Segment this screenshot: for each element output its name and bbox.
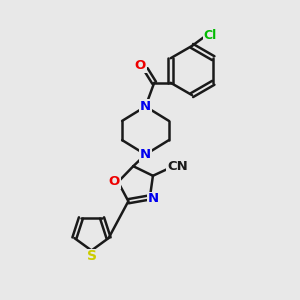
Text: N: N [140, 148, 151, 161]
Text: S: S [86, 250, 97, 263]
Text: O: O [135, 59, 146, 72]
Text: N: N [140, 100, 151, 113]
Text: N: N [147, 192, 158, 206]
Text: O: O [109, 176, 120, 188]
Text: CN: CN [167, 160, 188, 173]
Text: Cl: Cl [203, 29, 217, 42]
